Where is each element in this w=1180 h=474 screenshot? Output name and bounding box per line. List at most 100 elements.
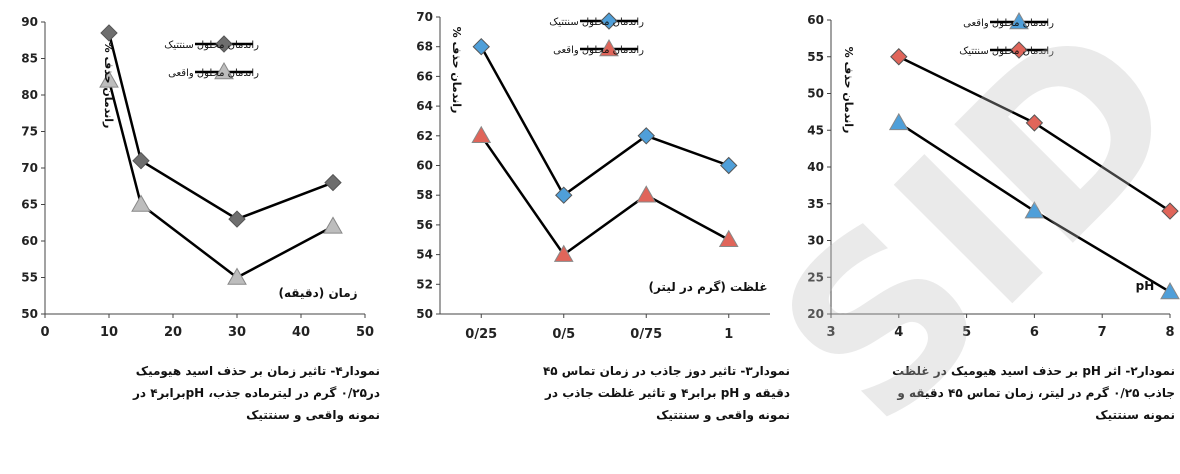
x-tick-label: 0 <box>40 325 49 340</box>
y-tick-label: 85 <box>21 52 38 66</box>
data-point-diamond <box>720 156 738 175</box>
data-point-diamond <box>215 35 233 53</box>
x-tick-label: 0/75 <box>630 327 662 342</box>
data-point-diamond <box>637 127 655 145</box>
caption-line: نمودار۴- تاثیر زمان بر حذف اسید هیومیک <box>135 364 380 378</box>
y-tick-label: 54 <box>416 248 433 262</box>
caption-line: نمونه واقعی و سنتتیک <box>246 408 380 422</box>
data-point-diamond <box>1010 41 1028 59</box>
caption-chart-ph: نمودار۲- اثر pH بر حذف اسید هیومیک در غل… <box>805 360 1175 426</box>
y-tick-label: 50 <box>807 87 824 101</box>
y-tick-label: 50 <box>21 307 38 321</box>
data-point-triangle <box>599 38 619 57</box>
data-point-triangle <box>1024 201 1045 219</box>
legend-label: راندمان محلول واقعی <box>168 68 259 79</box>
y-tick-label: 35 <box>807 197 824 211</box>
data-point-diamond <box>1161 202 1179 220</box>
data-point-diamond <box>324 173 342 192</box>
series-line <box>480 46 730 198</box>
legend-label: راندمان محلول واقعی <box>553 45 644 56</box>
y-tick-label: 70 <box>21 161 38 175</box>
y-tick-label: 70 <box>416 10 433 24</box>
data-point-diamond <box>1025 114 1044 132</box>
y-tick-label: 55 <box>807 50 824 64</box>
x-tick-label: 5 <box>962 325 971 340</box>
data-point-diamond <box>100 24 118 42</box>
data-point-triangle <box>1009 11 1029 30</box>
y-axis-label: راندمان حذف % <box>102 42 115 129</box>
caption-chart-time: نمودار۴- تاثیر زمان بر حذف اسید هیومیک د… <box>20 360 380 426</box>
caption-line: جاذب ۰/۲۵ گرم در لیتر، زمان تماس ۴۵ دقیق… <box>897 386 1175 400</box>
caption-line: دقیقه و pH برابر۴ و تاثیر غلظت جاذب در <box>544 386 790 400</box>
x-tick-label: 7 <box>1098 325 1107 340</box>
data-point-triangle <box>214 61 234 80</box>
y-axis-label: راندمان حذف % <box>842 47 855 134</box>
y-tick-label: 55 <box>21 271 38 285</box>
data-point-diamond <box>472 37 490 56</box>
y-tick-label: 40 <box>807 160 824 174</box>
y-tick-label: 20 <box>807 307 824 321</box>
y-tick-label: 68 <box>416 40 433 54</box>
caption-line: نمودار۳- تاثیر دوز جاذب در زمان تماس ۴۵ <box>542 364 790 378</box>
x-tick-label: 20 <box>164 325 182 340</box>
y-tick-label: 64 <box>416 99 433 113</box>
y-tick-label: 52 <box>416 277 433 291</box>
y-tick-label: 62 <box>416 129 433 143</box>
y-tick-label: 50 <box>416 307 433 321</box>
data-point-triangle <box>1160 281 1180 300</box>
x-tick-label: 40 <box>292 325 310 340</box>
x-axis-label: زمان (دقیقه) <box>278 286 357 300</box>
y-tick-label: 30 <box>807 234 824 248</box>
y-tick-label: 75 <box>21 125 38 139</box>
y-tick-label: 66 <box>416 69 433 83</box>
y-axis-label: راندمان حذف % <box>450 27 463 114</box>
y-tick-label: 90 <box>21 15 38 29</box>
x-tick-label: 50 <box>356 325 374 340</box>
x-tick-label: 8 <box>1165 325 1174 340</box>
x-tick-label: 1 <box>724 327 733 342</box>
y-tick-label: 58 <box>416 188 433 202</box>
data-point-triangle <box>131 194 151 212</box>
caption-chart-dose: نمودار۳- تاثیر دوز جاذب در زمان تماس ۴۵ … <box>410 360 790 426</box>
x-tick-label: 6 <box>1030 325 1039 340</box>
y-tick-label: 80 <box>21 88 38 102</box>
y-tick-label: 60 <box>807 13 824 27</box>
data-point-triangle <box>888 112 909 131</box>
y-tick-label: 25 <box>807 270 824 284</box>
data-point-triangle <box>99 70 119 88</box>
series-line <box>107 80 334 279</box>
x-tick-label: 0/5 <box>552 327 575 342</box>
series-line <box>107 32 334 221</box>
data-point-triangle <box>636 185 657 203</box>
y-tick-label: 56 <box>416 218 433 232</box>
data-point-triangle <box>227 267 247 285</box>
series-line <box>480 135 730 257</box>
data-point-diamond <box>555 186 573 204</box>
legend-label: راندمان محلول سنتتیک <box>549 17 644 28</box>
caption-line: نمونه واقعی و سنتتیک <box>656 408 790 422</box>
data-point-triangle <box>471 125 492 144</box>
data-point-diamond <box>600 12 618 30</box>
x-tick-label: 0/25 <box>465 327 497 342</box>
data-point-triangle <box>553 244 574 262</box>
y-tick-label: 60 <box>21 234 38 248</box>
y-tick-label: 45 <box>807 123 824 137</box>
x-tick-label: 3 <box>826 325 835 340</box>
data-point-diamond <box>890 48 908 66</box>
y-tick-label: 60 <box>416 159 433 173</box>
data-point-diamond <box>132 151 150 170</box>
data-point-diamond <box>228 210 246 228</box>
caption-line: نمونه سنتتیک <box>1095 408 1175 422</box>
caption-line: در۰/۲۵ گرم در لیترماده جذب، pHبرابر۴ در <box>132 386 380 400</box>
x-tick-label: 10 <box>100 325 118 340</box>
x-axis-label: pH <box>1136 279 1155 293</box>
legend-label: راندمان محلول سنتتیک <box>959 46 1054 57</box>
legend-label: راندمان محلول واقعی <box>963 18 1054 29</box>
caption-line: نمودار۲- اثر pH بر حذف اسید هیومیک در غل… <box>892 364 1175 378</box>
x-axis-label: غلظت (گرم در لیتر) <box>648 280 767 295</box>
y-tick-label: 65 <box>21 198 38 212</box>
data-point-triangle <box>718 229 739 247</box>
chart-dose-effect: 50 52 54 56 58 60 62 64 66 68 70 0/25 0/5 0/75 1 راندما… <box>416 10 770 342</box>
x-tick-label: 30 <box>228 325 246 340</box>
